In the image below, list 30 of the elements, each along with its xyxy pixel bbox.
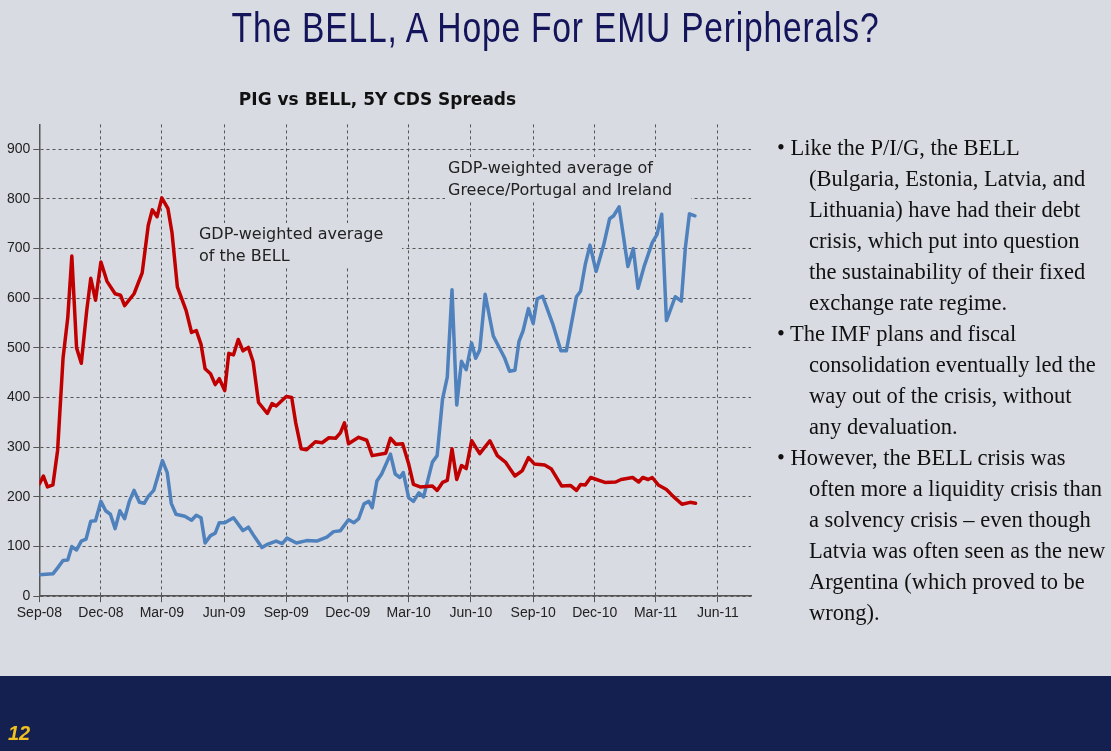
y-tick-label: 0 [22, 587, 31, 604]
x-tick-label: Jun-10 [449, 604, 493, 621]
y-tick-label: 100 [7, 537, 31, 554]
x-tick-label: Dec-09 [325, 604, 371, 621]
x-tick-label: Sep-10 [510, 604, 556, 621]
x-tick-label: Sep-08 [16, 604, 63, 621]
x-tick-label: Dec-10 [572, 604, 618, 621]
y-tick-label: 900 [7, 140, 31, 157]
y-tick-label: 300 [7, 438, 31, 455]
series-label: GDP-weighted average of the BELL [195, 223, 402, 268]
text: • Like the P/I/G, the BELL (Bulgaria, Estonia, Latvia, and Lithuania) have had their debt crisis, which put into question the sustainability of their fixed exchange rate regime. [777, 134, 1087, 317]
y-tick-label: 400 [7, 388, 31, 405]
x-tick-label: Dec-08 [78, 604, 124, 621]
y-tick-label: 700 [7, 239, 31, 256]
x-tick-label: Mar-09 [139, 604, 185, 621]
text: • However, the BELL crisis was often more a liquidity crisis than a solvency crisis – even though Latvia was often seen as the new Argentina (which proved to be wrong). [777, 444, 1107, 627]
x-tick-label: Jun-09 [202, 604, 246, 621]
x-tick-label: Sep-09 [263, 604, 310, 621]
chart-subtitle: PIG vs BELL, 5Y CDS Spreads [238, 88, 517, 109]
y-tick-label: 500 [7, 338, 31, 355]
text: • The IMF plans and fiscal consolidation eventually led the way out of the crisis, without any devaluation. [777, 320, 1097, 441]
text: 12 [8, 722, 31, 745]
y-tick-label: 200 [7, 487, 31, 504]
y-tick-label: 800 [7, 189, 31, 206]
x-tick-label: Mar-11 [633, 604, 678, 621]
chart-title: The BELL, A Hope For EMU Peripherals? [230, 4, 881, 52]
x-tick-label: Mar-10 [386, 604, 432, 621]
series-label: GDP-weighted average of Greece/Portugal and Ireland [444, 157, 691, 202]
y-tick-label: 600 [7, 289, 31, 306]
x-tick-label: Jun-11 [696, 604, 739, 621]
